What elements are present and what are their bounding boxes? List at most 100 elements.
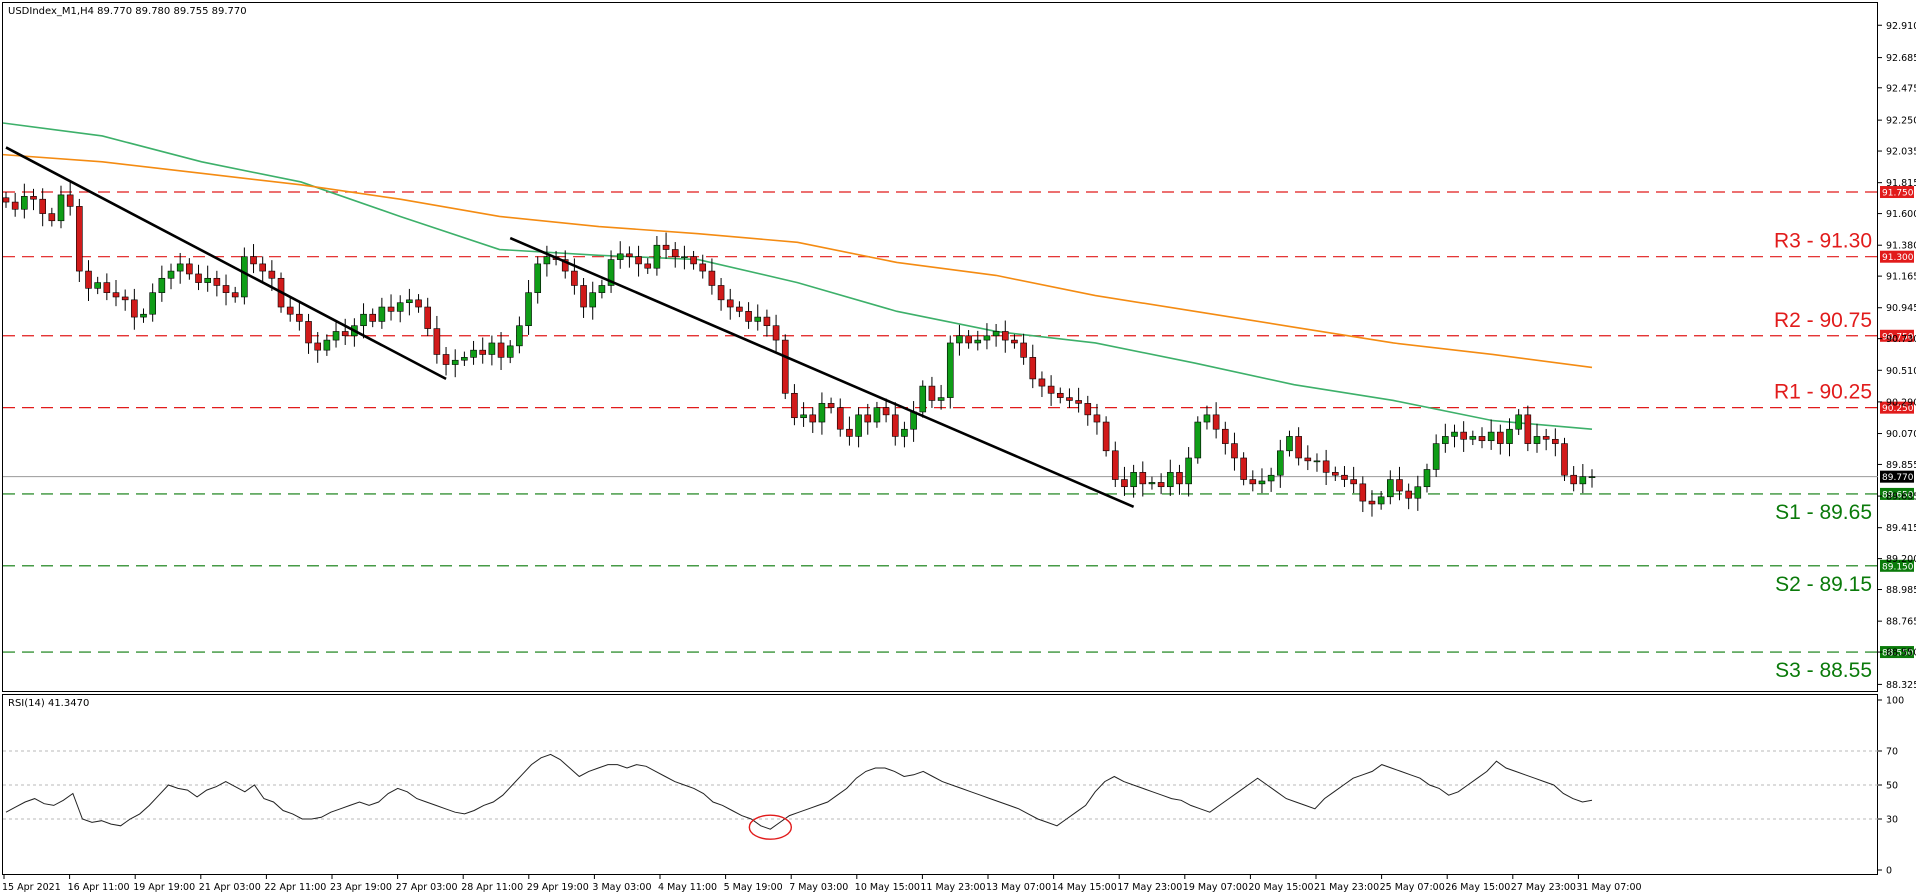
time-tick-label: 23 Apr 19:00	[330, 882, 392, 893]
candle-bear	[259, 263, 266, 272]
candle-bear	[1221, 428, 1229, 444]
candle-bear	[442, 354, 450, 365]
candle-bear	[726, 299, 734, 308]
candle-bull	[140, 313, 147, 318]
candle-bear	[66, 194, 74, 207]
candle-bear	[809, 414, 817, 423]
candle-bear	[433, 328, 441, 355]
level-price-badge-text-S1: 89.650	[1882, 490, 1914, 500]
candle-bear	[222, 285, 230, 293]
candle-bull	[1432, 443, 1440, 470]
candle-bear	[1102, 421, 1110, 452]
candle-bull	[1588, 476, 1596, 478]
candle-bear	[1047, 385, 1055, 394]
time-tick-label: 13 May 07:00	[986, 882, 1051, 893]
candle-bull	[681, 256, 688, 259]
level-price-badge-text-top: 91.750	[1882, 189, 1914, 199]
candle-bear	[1029, 357, 1037, 380]
candle-bull	[1451, 431, 1458, 437]
candle-bear	[497, 342, 505, 358]
price-tick-label: 91.600	[1886, 209, 1916, 220]
candle-bull	[1148, 482, 1156, 485]
candle-bear	[1359, 483, 1367, 502]
rsi-tick-label: 0	[1886, 866, 1892, 877]
price-tick-label: 90.945	[1886, 303, 1916, 314]
candle-bear	[1497, 431, 1504, 444]
candle-bear	[1552, 438, 1559, 444]
candle-bull	[1166, 472, 1174, 488]
candle-bear	[1075, 400, 1082, 404]
price-tick-label: 92.475	[1886, 83, 1916, 94]
candle-bear	[1139, 472, 1147, 485]
candle-bull	[653, 244, 661, 269]
candle-bear	[1231, 443, 1238, 459]
candle-bear	[1524, 414, 1532, 444]
time-tick-label: 26 May 15:00	[1445, 882, 1510, 893]
time-tick-label: 14 May 15:00	[1052, 882, 1117, 893]
candle-bear	[1478, 436, 1486, 442]
candle-bull	[57, 194, 65, 222]
candle-bear	[965, 335, 972, 344]
price-tick-label: 88.325	[1886, 680, 1916, 691]
candle-bull	[396, 302, 404, 312]
candle-bull	[1258, 480, 1266, 485]
candle-bear	[717, 285, 725, 301]
candle-bear	[268, 270, 276, 279]
level-price-badge-top	[1880, 186, 1914, 199]
candle-bear	[369, 313, 377, 322]
candle-bear	[1350, 479, 1357, 485]
price-tick-label: 92.910	[1886, 21, 1916, 32]
candle-bear	[1322, 460, 1330, 473]
time-tick-label: 27 Apr 03:00	[396, 882, 458, 893]
time-tick-label: 4 May 11:00	[658, 882, 717, 893]
candle-bear	[791, 392, 798, 419]
candle-bull	[1469, 436, 1477, 440]
level-price-badge-text-S2: 89.150	[1882, 562, 1914, 572]
time-tick-label: 20 May 15:00	[1248, 882, 1313, 893]
candle-bear	[1001, 331, 1009, 341]
time-tick-label: 3 May 03:00	[592, 882, 651, 893]
candle-bear	[836, 407, 844, 430]
candle-bear	[1341, 474, 1348, 480]
price-tick-label: 90.730	[1886, 334, 1916, 345]
candle-bull	[470, 349, 477, 358]
level-price-badge-S3	[1880, 646, 1914, 659]
rsi-tick-label: 70	[1886, 747, 1898, 758]
candle-bear	[1066, 397, 1073, 401]
candle-bear	[195, 273, 202, 283]
candle-bull	[204, 277, 211, 283]
main-chart-title: USDIndex_M1,H4 89.770 89.780 89.755 89.7…	[8, 6, 247, 17]
candle-bear	[341, 331, 349, 337]
time-tick-label: 5 May 19:00	[724, 882, 783, 893]
candle-bear	[846, 428, 853, 437]
candle-bull	[149, 292, 156, 315]
candle-bear	[671, 249, 679, 258]
candle-bear	[1093, 414, 1101, 423]
time-tick-label: 28 Apr 11:00	[461, 882, 523, 893]
candle-bull	[1203, 414, 1211, 423]
candle-bull	[974, 339, 982, 344]
candle-bull	[1387, 479, 1394, 498]
candle-bear	[1240, 457, 1247, 480]
candle-bear	[1332, 472, 1339, 476]
ma-slow-line	[2, 153, 1593, 369]
rsi-oversold-circle	[748, 814, 793, 840]
price-tick-label: 89.200	[1886, 554, 1916, 565]
price-tick-label: 91.380	[1886, 241, 1916, 252]
price-tick-label: 92.685	[1886, 53, 1916, 64]
candle-bear	[635, 256, 642, 265]
candle-bear	[2, 197, 10, 203]
candle-bear	[626, 253, 633, 258]
candle-bull	[1414, 486, 1422, 499]
rsi-indicator	[3, 750, 1878, 840]
candle-bull	[873, 407, 881, 423]
candle-bear	[699, 263, 707, 272]
candle-bull	[598, 285, 606, 293]
level-label-R1: R1 - 90.25	[1774, 381, 1872, 404]
candle-bull	[461, 357, 468, 361]
candle-bear	[827, 403, 835, 408]
candle-bear	[1249, 479, 1257, 485]
candle-bull	[589, 292, 597, 308]
candle-bull	[543, 256, 551, 265]
